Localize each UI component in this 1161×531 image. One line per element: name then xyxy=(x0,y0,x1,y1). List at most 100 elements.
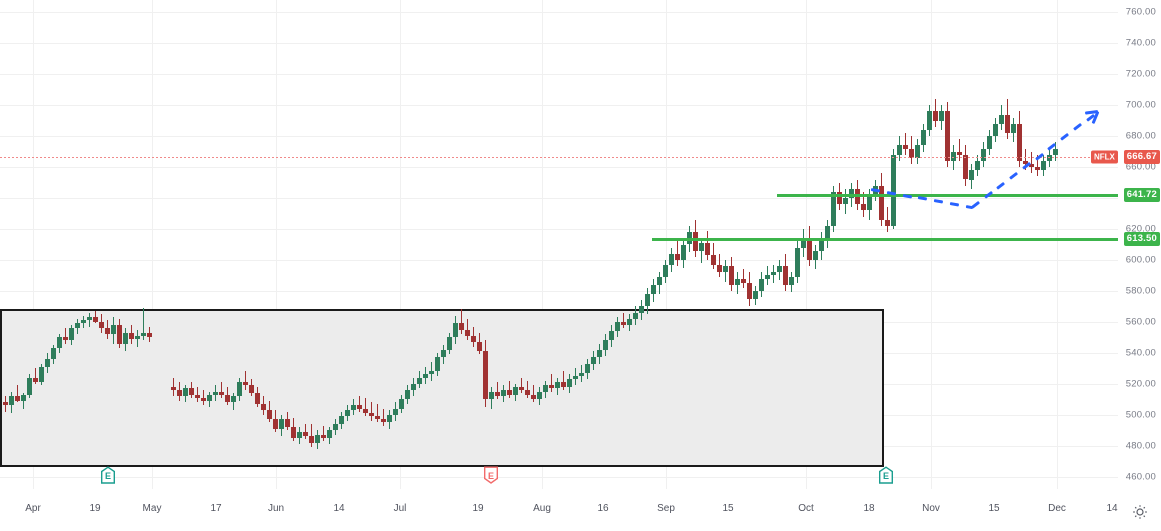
candle-body xyxy=(813,250,818,260)
candle-body xyxy=(21,394,26,401)
candle-body xyxy=(603,340,608,350)
candle-body xyxy=(771,272,776,276)
candle-body xyxy=(3,402,8,406)
candle-body xyxy=(633,312,638,319)
candle-body xyxy=(357,405,362,409)
candle-body xyxy=(861,204,866,211)
candle-body xyxy=(267,410,272,420)
gridline-horizontal xyxy=(0,198,1118,200)
candle-body xyxy=(225,394,230,403)
candle-body xyxy=(99,321,104,329)
candle-body xyxy=(51,348,56,359)
time-axis-label: 14 xyxy=(333,503,345,514)
candle-body xyxy=(471,335,476,342)
gridline-vertical xyxy=(33,0,34,489)
earnings-marker-apr[interactable]: E xyxy=(100,466,117,486)
candle-body xyxy=(273,419,278,429)
candle-body xyxy=(87,317,92,321)
candle-body xyxy=(705,242,710,256)
candle-body xyxy=(843,198,848,205)
candle-body xyxy=(867,194,872,211)
candle-body xyxy=(429,371,434,375)
candle-body xyxy=(63,337,68,341)
candle-body xyxy=(231,396,236,403)
candle-wick xyxy=(371,402,373,421)
gridline-vertical xyxy=(276,0,277,489)
candle-body xyxy=(351,405,356,411)
candle-body xyxy=(807,238,812,260)
candle-body xyxy=(291,427,296,438)
candle-body xyxy=(999,114,1004,124)
candle-body xyxy=(993,123,998,137)
candle-body xyxy=(819,241,824,251)
candle-body xyxy=(333,424,338,431)
candle-body xyxy=(129,332,134,339)
candle-body xyxy=(561,382,566,387)
candle-body xyxy=(747,283,752,299)
price-axis-label: 680.00 xyxy=(1125,130,1156,142)
candle-body xyxy=(1005,114,1010,134)
candle-body xyxy=(9,396,14,406)
price-axis-label: 540.00 xyxy=(1125,347,1156,359)
candle-wick xyxy=(431,362,433,381)
candle-wick xyxy=(221,382,223,398)
candle-wick xyxy=(35,368,37,384)
time-axis-label: Aug xyxy=(533,503,551,514)
candle-body xyxy=(933,111,938,121)
candle-body xyxy=(345,410,350,417)
earnings-marker-jul[interactable]: E xyxy=(483,466,500,486)
candle-body xyxy=(363,408,368,414)
candle-body xyxy=(117,324,122,344)
time-axis-label: 14 xyxy=(1106,503,1118,514)
candle-body xyxy=(975,160,980,171)
time-axis-label: 15 xyxy=(988,503,1000,514)
candle-body xyxy=(39,366,44,383)
candle-wick xyxy=(509,380,511,398)
candle-body xyxy=(903,145,908,149)
candle-body xyxy=(783,266,788,285)
gridline-horizontal xyxy=(0,136,1118,138)
candle-body xyxy=(261,403,266,411)
candle-body xyxy=(435,357,440,372)
candle-body xyxy=(567,379,572,387)
candle-body xyxy=(453,323,458,338)
candle-body xyxy=(339,416,344,424)
candle-wick xyxy=(359,396,361,412)
candle-body xyxy=(111,324,116,335)
candle-body xyxy=(147,332,152,338)
gridline-vertical xyxy=(400,0,401,489)
candle-body xyxy=(327,430,332,438)
candle-body xyxy=(795,247,800,277)
time-axis-label: Apr xyxy=(25,503,41,514)
candle-body xyxy=(489,391,494,400)
candle-body xyxy=(243,382,248,386)
price-axis-label: 560.00 xyxy=(1125,316,1156,328)
price-axis-label: 620.00 xyxy=(1125,223,1156,235)
price-badge-support-level[interactable]: 613.50 xyxy=(1123,232,1160,247)
candle-body xyxy=(717,264,722,273)
chart-plot-area[interactable] xyxy=(0,0,1118,489)
candle-body xyxy=(555,382,560,389)
candle-body xyxy=(969,170,974,180)
price-badge-resistance-level[interactable]: 641.72 xyxy=(1123,188,1160,203)
candle-body xyxy=(75,323,80,329)
candle-body xyxy=(951,151,956,161)
earnings-marker-oct[interactable]: E xyxy=(878,466,895,486)
time-axis[interactable]: Apr 19 May 17 Jun 14 Jul 19 Aug 16 Sep 15 Oct 18 Nov 15… xyxy=(0,466,1161,531)
candle-body xyxy=(627,318,632,325)
settings-gear-icon[interactable] xyxy=(1131,503,1149,521)
gridline-vertical xyxy=(542,0,543,489)
candle-body xyxy=(141,332,146,336)
price-badge-current-price[interactable]: 666.67 xyxy=(1123,149,1160,164)
trendline-dash xyxy=(996,181,1006,190)
support-line-641[interactable] xyxy=(777,193,1118,197)
support-line-613[interactable] xyxy=(652,237,1118,241)
candle-body xyxy=(189,388,194,395)
gridline-horizontal xyxy=(0,105,1118,107)
price-axis[interactable]: 760.00 740.00 720.00 700.00 680.00 660.00 620.… xyxy=(1091,0,1161,489)
trendline-dash xyxy=(1009,171,1019,180)
candle-body xyxy=(171,386,176,390)
candle-wick xyxy=(863,191,865,217)
candle-body xyxy=(597,349,602,358)
